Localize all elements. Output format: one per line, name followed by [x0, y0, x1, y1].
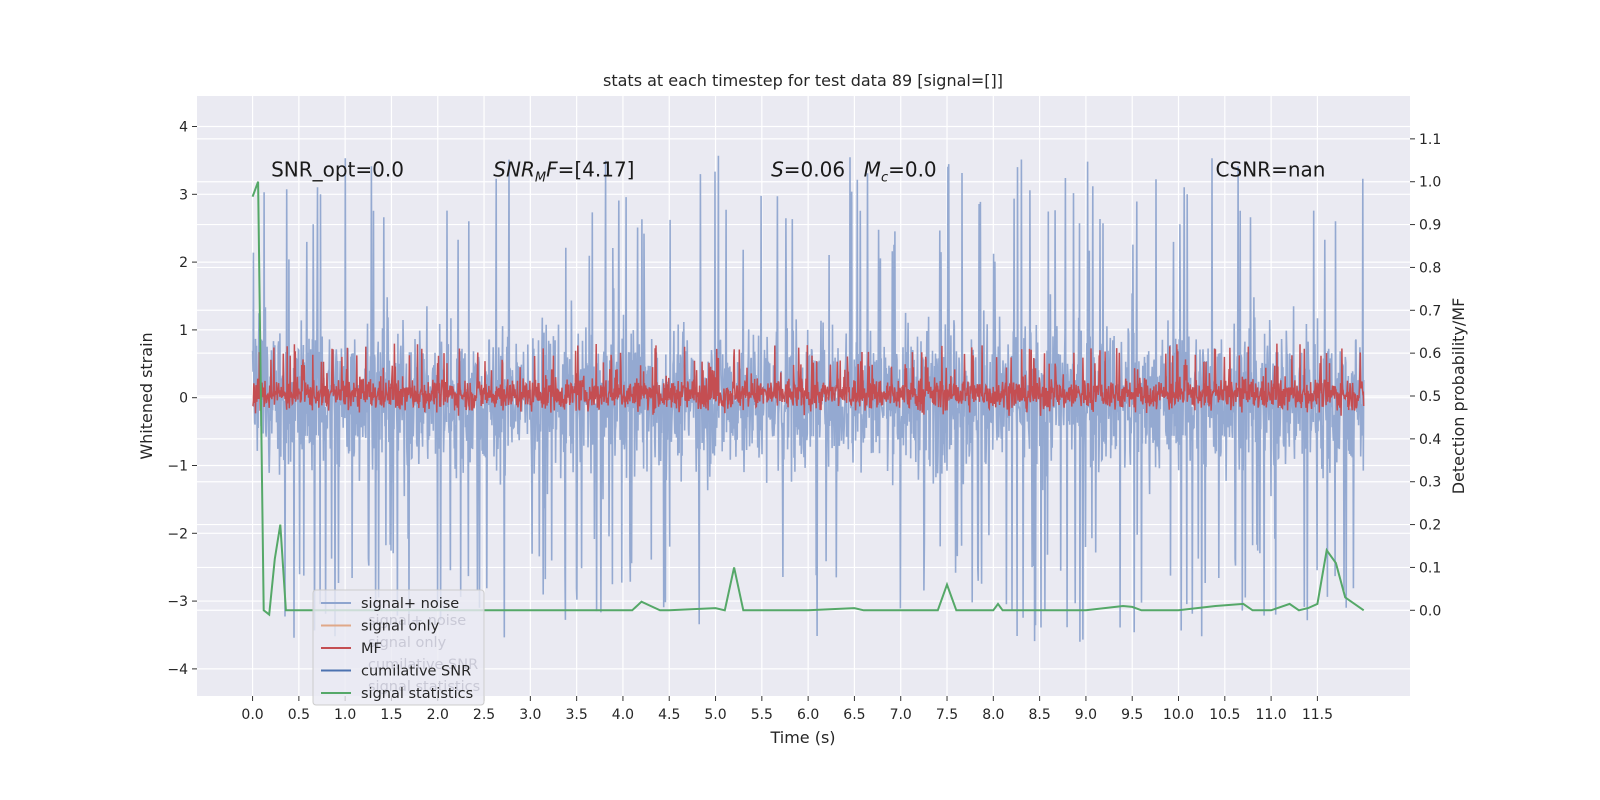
x-tick-label: 10.5	[1209, 707, 1240, 723]
legend-box	[312, 589, 485, 706]
annotation-3: Mc=0.0	[864, 158, 937, 186]
y-axis-label-left: Whitened strain	[137, 332, 156, 459]
y-tick-label-right: 0.3	[1419, 475, 1441, 491]
y-tick-label-left: 4	[179, 120, 188, 136]
x-tick-label: 6.5	[843, 707, 865, 723]
x-tick-label: 0.0	[241, 707, 263, 723]
y-tick-label-right: 0.8	[1419, 260, 1441, 276]
x-tick-label: 3.5	[566, 707, 588, 723]
annotation-part: CSNR=nan	[1216, 158, 1326, 182]
legend-label: signal only	[361, 619, 440, 635]
y-tick-label-left: −2	[167, 526, 188, 542]
y-tick-label-left: −3	[167, 594, 188, 610]
annotation-part: =[4.17]	[558, 158, 635, 182]
x-tick-label: 7.5	[936, 707, 958, 723]
y-tick-label-left: −1	[167, 458, 188, 474]
legend-label: signal+ noise	[361, 596, 459, 612]
x-tick-label: 5.5	[751, 707, 773, 723]
x-tick-label: 1.5	[380, 707, 402, 723]
series-signal-noise	[251, 155, 1365, 642]
annotation-part: M	[535, 171, 546, 186]
x-tick-label: 1.0	[334, 707, 356, 723]
annotation-part: F	[546, 158, 558, 182]
y-tick-label-left: 2	[179, 255, 188, 271]
x-tick-label: 10.0	[1163, 707, 1194, 723]
legend-label: MF	[361, 641, 382, 657]
y-tick-label-right: 0.4	[1419, 432, 1441, 448]
x-tick-label: 3.0	[519, 707, 541, 723]
y-tick-label-right: 0.1	[1419, 560, 1441, 576]
annotation-part: M	[864, 158, 881, 182]
legend-ghost-label: cumilative SNR	[368, 657, 478, 673]
series-mf	[252, 343, 1365, 416]
x-tick-label: 2.0	[427, 707, 449, 723]
x-tick-label: 5.0	[704, 707, 726, 723]
ticks: 0.0 0.5 1.0 1.5 2.0 2.5 3.0 3.5 4.0 4.5 5.0 5.5 6.0 6…	[167, 120, 1441, 723]
x-tick-label: 11.0	[1256, 707, 1287, 723]
y-tick-label-right: 0.9	[1419, 218, 1441, 234]
y-tick-label-right: 1.1	[1419, 132, 1441, 148]
x-tick-label: 11.5	[1302, 707, 1333, 723]
legend-ghost-label: signal only	[368, 635, 447, 651]
annotation-4: CSNR=nan	[1216, 158, 1326, 182]
x-axis-label: Time (s)	[769, 728, 835, 747]
series-layer	[251, 155, 1365, 642]
y-tick-label-right: 0.0	[1419, 603, 1441, 619]
annotation-part: =0.06	[784, 158, 845, 182]
x-tick-label: 8.0	[982, 707, 1004, 723]
y-tick-label-left: −4	[167, 662, 188, 678]
annotation-part: c	[881, 171, 888, 186]
y-tick-label-left: 3	[179, 187, 188, 203]
annotation-part: =0.0	[888, 158, 937, 182]
legend-label: cumilative SNR	[361, 664, 471, 680]
x-tick-label: 0.5	[288, 707, 310, 723]
y-tick-label-left: 0	[179, 391, 188, 407]
annotation-part: SNR_opt=0.0	[271, 158, 404, 182]
annotations: SNR_opt=0.0 SNRMF=[4.17] S=0.06 Mc=0.0 CSNR=…	[271, 158, 1325, 186]
y-tick-label-right: 0.6	[1419, 346, 1441, 362]
legend-label: signal statistics	[361, 686, 473, 702]
x-tick-label: 4.0	[612, 707, 634, 723]
x-tick-label: 8.5	[1028, 707, 1050, 723]
x-tick-label: 9.0	[1075, 707, 1097, 723]
annotation-0: SNR_opt=0.0	[271, 158, 404, 182]
x-tick-label: 4.5	[658, 707, 680, 723]
legend-ghost-label: signal+ noise	[368, 613, 466, 629]
series-signal-statistics	[251, 181, 1365, 617]
annotation-part: SNR	[493, 158, 535, 182]
annotation-1: SNRMF=[4.17]	[493, 158, 634, 186]
y-tick-label-right: 0.2	[1419, 518, 1441, 534]
x-tick-label: 9.5	[1121, 707, 1143, 723]
y-tick-label-right: 0.7	[1419, 303, 1441, 319]
annotation-part: S	[771, 158, 784, 182]
legend-ghost-label: signal statistics	[368, 679, 480, 695]
x-tick-label: 2.5	[473, 707, 495, 723]
y-tick-label-right: 1.0	[1419, 175, 1441, 191]
x-tick-label: 7.0	[890, 707, 912, 723]
annotation-2: S=0.06	[771, 158, 845, 182]
y-tick-label-left: 1	[179, 323, 188, 339]
y-axis-label-right: Detection probability/MF	[1449, 298, 1468, 495]
y-tick-label-right: 0.5	[1419, 389, 1441, 405]
x-tick-label: 6.0	[797, 707, 819, 723]
chart-title: stats at each timestep for test data 89 …	[603, 71, 1003, 90]
